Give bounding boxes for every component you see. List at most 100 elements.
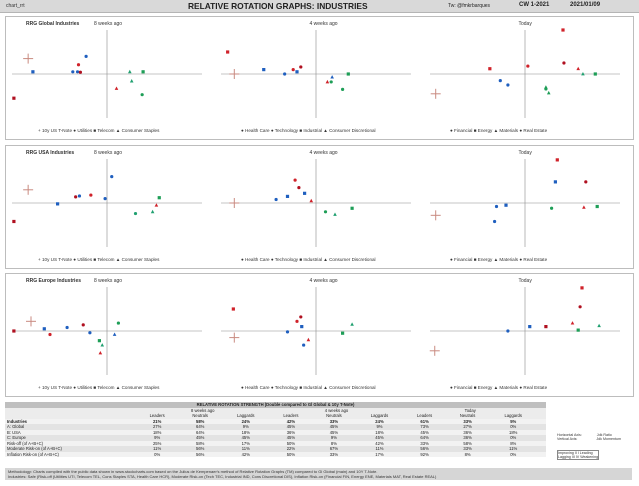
table-cell: 50% bbox=[269, 440, 313, 446]
table-cell: 64% bbox=[403, 435, 446, 441]
table-row: Risk-off (of A+B+C) 25% 58% 17% 50% 8% 42% 33% 5… bbox=[5, 440, 546, 446]
table-cell: 0% bbox=[489, 451, 538, 457]
data-point bbox=[112, 332, 117, 336]
data-point bbox=[283, 72, 287, 76]
table-row: B: USA 18% 64% 18% 36% 45% 18% 45% 36% 18% bbox=[5, 429, 546, 435]
data-point bbox=[23, 53, 34, 64]
table-cell: 18% bbox=[135, 429, 179, 435]
table-caption: RELATIVE ROTATION STRENGTH (Double compa… bbox=[5, 402, 546, 408]
data-point bbox=[309, 198, 314, 203]
data-point bbox=[56, 202, 60, 206]
table-cell: 33% bbox=[445, 446, 490, 452]
data-point bbox=[341, 331, 345, 335]
table-cell: 50% bbox=[269, 451, 313, 457]
chart-legend: + 10y US T-Note ● Utilities ■ Telecom ▲ … bbox=[38, 128, 160, 133]
page-title: RELATIVE ROTATION GRAPHS: INDUSTRIES bbox=[188, 1, 368, 11]
table-cell: 56% bbox=[403, 446, 446, 452]
table-cell: 45% bbox=[221, 435, 270, 441]
table-cell: 24% bbox=[355, 418, 404, 424]
table-spacer bbox=[537, 435, 546, 441]
table-col-header: Neutrals bbox=[312, 413, 356, 419]
table-cell: 45% bbox=[355, 435, 404, 441]
table-group-header: 4 weeks ago bbox=[269, 407, 404, 413]
table-cell: 56% bbox=[178, 451, 222, 457]
h-axis-label: Horizontal Axis: bbox=[557, 433, 582, 437]
data-point bbox=[582, 205, 586, 209]
data-point bbox=[430, 210, 441, 221]
quadrant-improving: Improving II bbox=[558, 451, 577, 455]
chart-subtitle: 4 weeks ago bbox=[310, 278, 338, 284]
table-cell: 24% bbox=[221, 418, 270, 424]
data-point bbox=[299, 65, 303, 69]
data-point bbox=[341, 87, 345, 91]
data-point bbox=[77, 194, 82, 198]
chart-legend: ● Financial ■ Energy ▲ Materials ● Real … bbox=[450, 128, 548, 133]
data-point bbox=[103, 197, 107, 201]
rrg-chart: 4 weeks ago bbox=[221, 21, 411, 118]
data-point bbox=[262, 68, 266, 72]
table-row-label: C: Europe bbox=[5, 435, 136, 441]
data-point bbox=[65, 325, 69, 330]
chart-legend: ● Financial ■ Energy ▲ Materials ● Real … bbox=[450, 257, 548, 262]
table-cell: 9% bbox=[135, 435, 179, 441]
data-point bbox=[231, 307, 235, 311]
data-point bbox=[98, 351, 103, 355]
v-axis-label: Vertical Axis: bbox=[557, 437, 578, 441]
table-row: C: Europe 9% 45% 45% 45% 9% 45% 64% 36% 0% bbox=[5, 435, 546, 441]
table-col-header: Laggards bbox=[355, 413, 404, 419]
header-bar: chart_rrt RELATIVE ROTATION GRAPHS: INDU… bbox=[0, 0, 639, 13]
table-spacer bbox=[537, 440, 546, 446]
data-point bbox=[570, 321, 575, 325]
table-spacer bbox=[537, 418, 546, 424]
chart-subtitle: 8 weeks ago bbox=[94, 278, 122, 284]
table-cell: 18% bbox=[489, 429, 538, 435]
data-point bbox=[429, 345, 440, 356]
data-point bbox=[12, 219, 16, 224]
rrg-panel: Today ● Financial ■ Energy ▲ Materials ● … bbox=[424, 17, 633, 139]
methodology-line: Methodology: Charts compiled with the pu… bbox=[8, 469, 378, 474]
data-point bbox=[291, 68, 295, 72]
data-point bbox=[346, 72, 350, 76]
table-cell: 18% bbox=[221, 429, 270, 435]
data-point bbox=[88, 331, 92, 335]
table-col-header: Neutrals bbox=[445, 413, 490, 419]
table-cell: 21% bbox=[135, 418, 179, 424]
table-cell: 5% bbox=[489, 418, 538, 424]
twitter-handle: Tw: @fmkrbarques bbox=[448, 3, 491, 9]
table-cell: 58% bbox=[178, 418, 222, 424]
table-row-label: Risk-off (of A+B+C) bbox=[5, 440, 136, 446]
section-2: RRG USA Industries 8 weeks ago + 10y US T-… bbox=[5, 145, 634, 269]
data-point bbox=[154, 203, 159, 207]
calendar-week: CW 1-2021 bbox=[519, 2, 550, 8]
chart-subtitle: 4 weeks ago bbox=[310, 150, 338, 156]
data-point bbox=[488, 67, 492, 71]
data-point bbox=[229, 332, 240, 343]
table-cell: 42% bbox=[355, 440, 404, 446]
rrg-chart: 4 weeks ago bbox=[221, 150, 411, 247]
table-cell: 8% bbox=[489, 440, 538, 446]
rrg-panel: RRG Global Industries 8 weeks ago + 10y US… bbox=[6, 17, 215, 139]
data-point bbox=[116, 321, 120, 325]
data-point bbox=[580, 286, 584, 290]
rrg-chart: Today bbox=[430, 150, 620, 247]
data-point bbox=[576, 328, 580, 332]
table-row-label: Moderate Risk-on (of A+B+C) bbox=[5, 446, 136, 452]
data-point bbox=[274, 197, 278, 202]
table-cell: 33% bbox=[312, 418, 356, 424]
data-point bbox=[110, 175, 114, 179]
table-cell: 92% bbox=[403, 451, 446, 457]
data-point bbox=[553, 180, 557, 184]
table-row-label: B: USA bbox=[5, 429, 136, 435]
strength-table: RELATIVE ROTATION STRENGTH (Double compa… bbox=[5, 402, 546, 457]
chart-subtitle: Today bbox=[519, 150, 533, 156]
table-cell: 45% bbox=[178, 435, 222, 441]
data-point bbox=[595, 204, 599, 209]
section-1: RRG Global Industries 8 weeks ago + 10y US… bbox=[5, 16, 634, 140]
table-cell: 58% bbox=[178, 440, 222, 446]
data-point bbox=[597, 323, 601, 328]
data-point bbox=[333, 212, 337, 216]
chart-legend: + 10y US T-Note ● Utilities ■ Telecom ▲ … bbox=[38, 385, 160, 390]
data-point bbox=[23, 184, 34, 195]
data-point bbox=[300, 325, 304, 329]
table-cell: 11% bbox=[221, 446, 270, 452]
